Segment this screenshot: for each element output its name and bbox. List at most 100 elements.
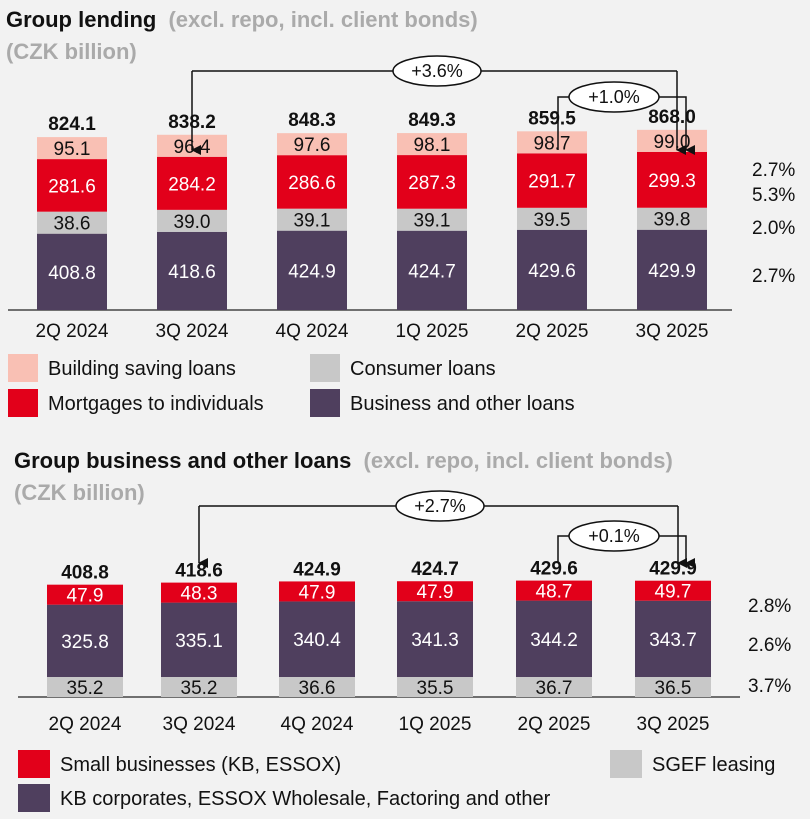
chart2-bar-label-sgef-leasing-2q-2024: 35.2 <box>67 678 104 699</box>
chart2-bar-small-businesses-kb-essox-2q-2025 <box>516 580 592 601</box>
chart2-annotation-text-1: +2.7% <box>414 496 466 516</box>
chart2-category-label-4q-2024: 4Q 2024 <box>281 714 354 735</box>
chart1-total-1q-2025: 849.3 <box>408 110 456 131</box>
chart1-category-label-2q-2024: 2Q 2024 <box>36 321 109 342</box>
chart2-total-3q-2024: 418.6 <box>175 561 223 582</box>
chart2-total-1q-2025: 424.7 <box>411 559 459 580</box>
chart2-growth-label-3: 2.8% <box>748 596 791 617</box>
chart2-bar-sgef-leasing-3q-2024 <box>161 677 237 697</box>
chart2-total-2q-2025: 429.6 <box>530 559 578 580</box>
chart1-total-3q-2025: 868.0 <box>648 107 696 128</box>
chart1-bar-business-and-other-loans-2q-2025 <box>517 229 587 310</box>
chart2-category-label-2q-2025: 2Q 2025 <box>518 714 591 735</box>
chart1-bar-label-consumer-loans-3q-2024: 39.0 <box>174 212 211 233</box>
chart1-total-2q-2025: 859.5 <box>528 108 576 129</box>
chart1-bar-label-mortgages-to-individuals-2q-2024: 281.6 <box>48 176 96 197</box>
chart2-total-4q-2024: 424.9 <box>293 559 341 580</box>
chart1-growth-label-3: 5.3% <box>752 185 795 206</box>
chart1-bar-business-and-other-loans-3q-2024 <box>157 231 227 310</box>
chart1-bar-consumer-loans-2q-2025 <box>517 207 587 230</box>
chart1-bar-consumer-loans-3q-2024 <box>157 209 227 232</box>
chart1-bar-business-and-other-loans-2q-2024 <box>37 233 107 310</box>
chart2-legend-swatch-small-businesses-kb-essox <box>18 750 50 778</box>
chart1-bar-label-building-saving-loans-4q-2024: 97.6 <box>294 135 331 156</box>
chart1-bar-label-business-and-other-loans-4q-2024: 424.9 <box>288 261 336 282</box>
chart1-bar-label-building-saving-loans-3q-2025: 99.0 <box>654 132 691 153</box>
chart1-annotation-oval-1 <box>392 55 482 87</box>
chart1-legend-label-building-saving-loans: Building saving loans <box>48 358 236 380</box>
chart2-bar-sgef-leasing-2q-2024 <box>47 677 123 697</box>
chart1-title: Group lending (excl. repo, incl. client … <box>6 7 478 32</box>
chart2-bar-label-kb-corporates-essox-wholesale-factoring-and-other-2q-2024: 325.8 <box>61 632 109 653</box>
chart2-category-label-3q-2024: 3Q 2024 <box>163 714 236 735</box>
chart2-legend-label-small-businesses-kb-essox: Small businesses (KB, ESSOX) <box>60 754 341 776</box>
chart1-growth-label-4: 2.7% <box>752 160 795 181</box>
chart1-bar-consumer-loans-3q-2025 <box>637 207 707 230</box>
chart2-bar-label-kb-corporates-essox-wholesale-factoring-and-other-4q-2024: 340.4 <box>293 630 341 651</box>
chart1-bar-business-and-other-loans-3q-2025 <box>637 229 707 310</box>
chart1-legend-label-mortgages-to-individuals: Mortgages to individuals <box>48 393 264 415</box>
chart1-annotation-text-1: +3.6% <box>411 61 463 81</box>
chart1-total-4q-2024: 848.3 <box>288 110 336 131</box>
chart2-legend-label-sgef-leasing: SGEF leasing <box>652 754 775 776</box>
chart2-growth-label-1: 3.7% <box>748 676 791 697</box>
chart1-growth-label-2: 2.0% <box>752 218 795 239</box>
chart2-annotation-oval-2 <box>568 520 660 552</box>
chart1-annotation-text-2: +1.0% <box>588 87 640 107</box>
chart1-bar-building-saving-loans-1q-2025 <box>397 133 467 156</box>
chart1-bar-label-business-and-other-loans-3q-2024: 418.6 <box>168 262 216 283</box>
chart1-bar-building-saving-loans-4q-2024 <box>277 133 347 156</box>
chart2-bar-label-sgef-leasing-3q-2025: 36.5 <box>655 678 692 699</box>
chart2-total-2q-2024: 408.8 <box>61 563 109 584</box>
chart1-bar-business-and-other-loans-1q-2025 <box>397 230 467 310</box>
chart2-unit-note: (CZK billion) <box>14 480 145 505</box>
chart1-bar-label-mortgages-to-individuals-2q-2025: 291.7 <box>528 172 576 193</box>
chart1-bar-label-building-saving-loans-1q-2025: 98.1 <box>414 135 451 156</box>
chart2-bar-small-businesses-kb-essox-3q-2025 <box>635 580 711 601</box>
chart2-bar-label-small-businesses-kb-essox-2q-2025: 48.7 <box>536 582 573 603</box>
chart1-bar-label-mortgages-to-individuals-4q-2024: 286.6 <box>288 173 336 194</box>
chart2-title: Group business and other loans (excl. re… <box>14 448 673 473</box>
chart1-bar-label-consumer-loans-1q-2025: 39.1 <box>414 211 451 232</box>
chart2-bar-sgef-leasing-3q-2025 <box>635 677 711 697</box>
chart1-bar-label-mortgages-to-individuals-3q-2025: 299.3 <box>648 171 696 192</box>
chart2-bar-label-sgef-leasing-4q-2024: 36.6 <box>299 678 336 699</box>
chart1-legend-swatch-business-and-other-loans <box>310 389 340 417</box>
chart2-bar-sgef-leasing-4q-2024 <box>279 677 355 697</box>
chart2-bar-sgef-leasing-1q-2025 <box>397 677 473 697</box>
chart1-category-label-3q-2024: 3Q 2024 <box>156 321 229 342</box>
chart1-bar-label-business-and-other-loans-3q-2025: 429.9 <box>648 261 696 282</box>
chart2-annotation-text-2: +0.1% <box>588 526 640 546</box>
chart2-total-3q-2025: 429.9 <box>649 559 697 580</box>
chart2-bar-label-small-businesses-kb-essox-3q-2025: 49.7 <box>655 582 692 603</box>
chart1-bar-building-saving-loans-2q-2025 <box>517 131 587 154</box>
chart2-bar-label-small-businesses-kb-essox-4q-2024: 47.9 <box>299 582 336 603</box>
chart2-bar-label-small-businesses-kb-essox-3q-2024: 48.3 <box>181 584 218 605</box>
chart1-annotation-oval-2 <box>568 81 660 113</box>
chart1-bar-label-consumer-loans-3q-2025: 39.8 <box>654 210 691 231</box>
chart2-category-label-1q-2025: 1Q 2025 <box>399 714 472 735</box>
chart1-bar-mortgages-to-individuals-3q-2024 <box>157 156 227 210</box>
chart1-bar-label-consumer-loans-4q-2024: 39.1 <box>294 211 331 232</box>
chart2-category-label-3q-2025: 3Q 2025 <box>637 714 710 735</box>
chart1-bar-label-mortgages-to-individuals-1q-2025: 287.3 <box>408 173 456 194</box>
chart1-bar-mortgages-to-individuals-4q-2024 <box>277 155 347 209</box>
chart1-bar-building-saving-loans-2q-2024 <box>37 137 107 160</box>
chart1-bar-mortgages-to-individuals-1q-2025 <box>397 155 467 209</box>
chart2-bar-label-kb-corporates-essox-wholesale-factoring-and-other-1q-2025: 341.3 <box>411 630 459 651</box>
chart2-legend-swatch-kb-corporates-essox-wholesale-factoring-and-other <box>18 784 50 812</box>
chart2-bar-label-small-businesses-kb-essox-1q-2025: 47.9 <box>417 582 454 603</box>
chart2-bar-kb-corporates-essox-wholesale-factoring-and-other-2q-2025 <box>516 600 592 677</box>
chart1-bar-mortgages-to-individuals-2q-2025 <box>517 153 587 208</box>
chart1-bar-label-building-saving-loans-2q-2025: 98.7 <box>534 133 571 154</box>
chart1-unit-note: (CZK billion) <box>6 39 137 64</box>
chart2-legend-swatch-sgef-leasing <box>610 750 642 778</box>
chart2-bar-sgef-leasing-2q-2025 <box>516 677 592 697</box>
chart1-category-label-4q-2024: 4Q 2024 <box>276 321 349 342</box>
chart2-annotation-oval-1 <box>395 490 485 522</box>
chart2-bar-kb-corporates-essox-wholesale-factoring-and-other-2q-2024 <box>47 604 123 677</box>
chart2-bar-kb-corporates-essox-wholesale-factoring-and-other-3q-2025 <box>635 600 711 677</box>
chart1-bar-mortgages-to-individuals-2q-2024 <box>37 159 107 212</box>
chart1-bar-consumer-loans-1q-2025 <box>397 208 467 231</box>
